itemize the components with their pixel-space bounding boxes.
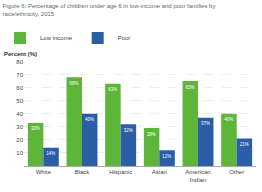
svg-text:Low income: Low income bbox=[40, 35, 73, 41]
svg-text:White: White bbox=[36, 169, 52, 175]
svg-text:40: 40 bbox=[16, 111, 23, 117]
svg-text:63%: 63% bbox=[108, 87, 117, 92]
svg-text:65%: 65% bbox=[186, 85, 195, 90]
svg-text:14%: 14% bbox=[46, 151, 55, 156]
svg-text:12%: 12% bbox=[162, 154, 171, 159]
svg-text:80: 80 bbox=[16, 59, 23, 65]
svg-text:Percent (%): Percent (%) bbox=[4, 51, 37, 57]
svg-text:32%: 32% bbox=[124, 128, 133, 133]
svg-text:37%: 37% bbox=[201, 121, 210, 126]
svg-text:AmericanIndian: AmericanIndian bbox=[185, 169, 210, 183]
svg-text:Other: Other bbox=[229, 169, 244, 175]
svg-text:10: 10 bbox=[16, 150, 23, 156]
svg-text:30: 30 bbox=[16, 124, 23, 130]
svg-text:68%: 68% bbox=[70, 81, 79, 86]
svg-text:50: 50 bbox=[16, 98, 23, 104]
svg-text:Black: Black bbox=[75, 169, 91, 175]
svg-text:Poor: Poor bbox=[118, 35, 131, 41]
svg-text:60: 60 bbox=[16, 85, 23, 91]
svg-text:Asian: Asian bbox=[152, 169, 167, 175]
svg-text:21%: 21% bbox=[240, 142, 249, 147]
svg-text:33%: 33% bbox=[31, 126, 40, 131]
svg-text:40%: 40% bbox=[224, 117, 233, 122]
svg-text:Figure 6: Percentage of childr: Figure 6: Percentage of children under a… bbox=[3, 3, 216, 17]
svg-text:29%: 29% bbox=[147, 132, 156, 137]
svg-text:40%: 40% bbox=[85, 117, 94, 122]
svg-text:70: 70 bbox=[16, 72, 23, 78]
svg-text:20: 20 bbox=[16, 137, 23, 143]
svg-text:Hispanic: Hispanic bbox=[109, 169, 132, 175]
